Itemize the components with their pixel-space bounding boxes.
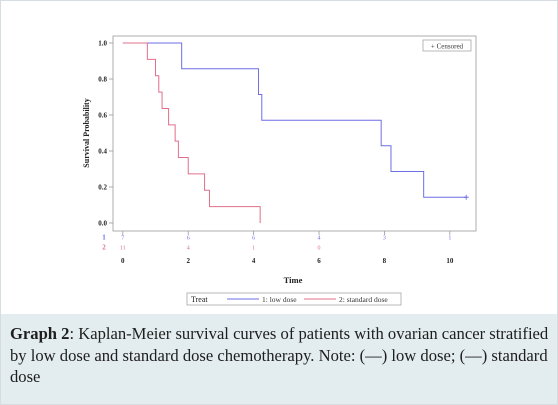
risk-count-s1-5: 1	[448, 236, 451, 242]
y-tick-label-3: 0.6	[98, 112, 107, 120]
km-chart: + Censored Survival Probability Time Tre…	[82, 35, 477, 306]
caption-label: Graph 2	[10, 324, 70, 343]
risk-row-label-2: 2	[102, 244, 106, 252]
risk-count-s2-1: 4	[187, 246, 190, 252]
risk-count-s1-2: 6	[252, 236, 255, 242]
x-axis-label: Time	[284, 275, 303, 285]
censored-legend-label: + Censored	[431, 43, 464, 51]
y-tick-label-1: 0.2	[98, 184, 107, 192]
x-tick-label-5: 10	[446, 257, 454, 265]
risk-count-s2-3: 0	[318, 246, 321, 252]
censor-mark-series-1-0	[463, 194, 469, 200]
legend-title: Treat	[191, 295, 208, 304]
x-tick-label-0: 0	[121, 257, 125, 265]
y-tick-label-5: 1.0	[98, 40, 107, 48]
x-tick-label-4: 8	[383, 257, 387, 265]
risk-count-s2-0: 11	[120, 246, 126, 252]
legend-label-standard-dose: 2: standard dose	[339, 295, 388, 304]
y-tick-label-0: 0.0	[98, 220, 107, 228]
x-tick-label-1: 2	[186, 257, 190, 265]
plot-frame	[112, 35, 477, 232]
risk-count-s1-4: 3	[383, 236, 386, 242]
x-tick-label-3: 6	[317, 257, 321, 265]
series-legend-box	[186, 292, 402, 306]
risk-row-label-1: 1	[102, 234, 106, 242]
risk-count-s1-1: 6	[187, 236, 190, 242]
survival-curve-series-2	[122, 42, 261, 223]
figure-caption: Graph 2: Kaplan-Meier survival curves of…	[1, 314, 557, 404]
survival-curve-series-1	[122, 42, 467, 198]
y-tick-label-2: 0.4	[98, 148, 107, 156]
risk-count-s2-2: 1	[252, 246, 255, 252]
risk-count-s1-3: 4	[318, 236, 321, 242]
caption-text: : Kaplan-Meier survival curves of patien…	[10, 324, 549, 387]
risk-count-s1-0: 7	[121, 236, 124, 242]
legend-label-low-dose: 1: low dose	[262, 295, 297, 304]
y-axis-label: Survival Probability	[82, 98, 91, 167]
censored-legend-box	[422, 39, 472, 52]
y-tick-label-4: 0.8	[98, 76, 107, 84]
x-tick-label-2: 4	[252, 257, 256, 265]
